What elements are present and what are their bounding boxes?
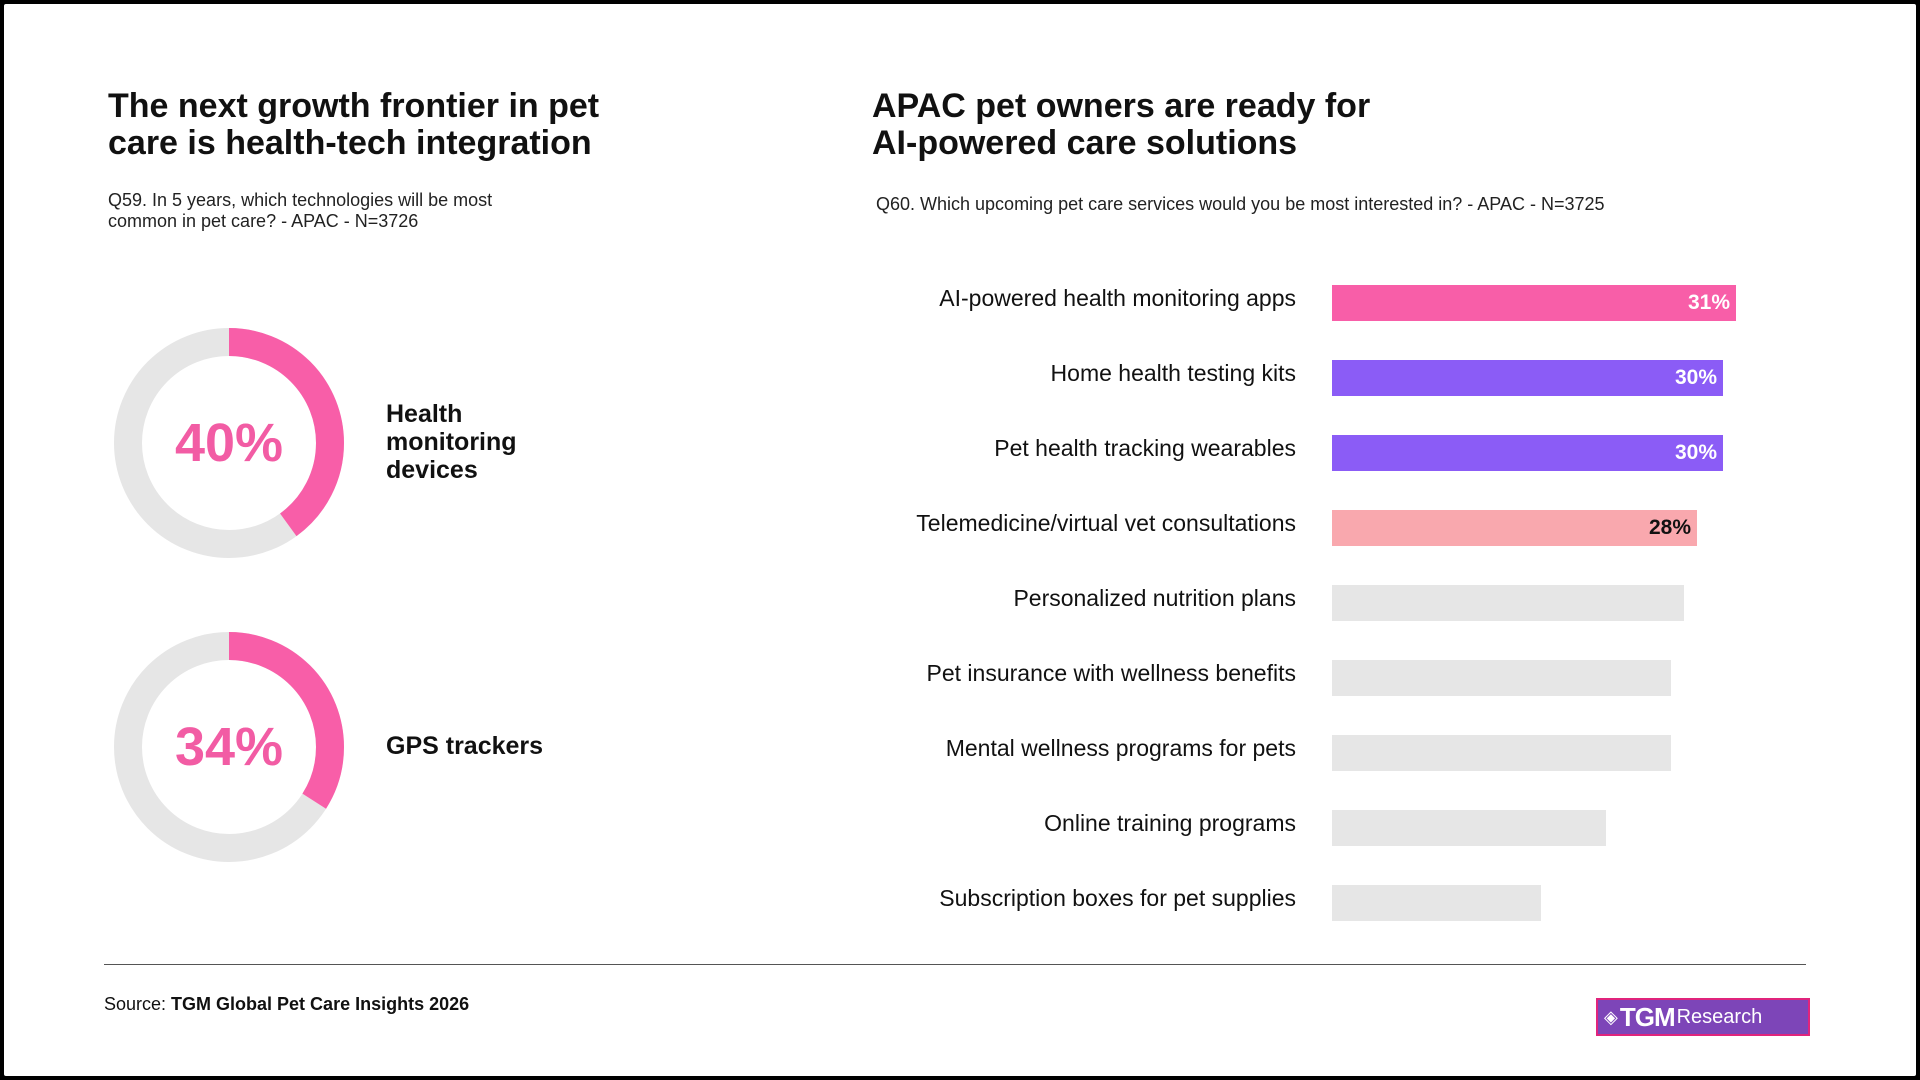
bar-value-label: 28% — [1648, 516, 1691, 539]
bar-category-label: Home health testing kits — [1050, 360, 1296, 386]
left-title: The next growth frontier in pet care is … — [108, 88, 599, 162]
donut-chart-health-monitoring: 40% — [113, 327, 345, 559]
logo-tgm-text: TGM — [1619, 1001, 1676, 1032]
bar-category-label: Online training programs — [1044, 810, 1296, 836]
left-question-line-1: Q59. In 5 years, which technologies will… — [108, 190, 493, 210]
donut-label-line: monitoring — [386, 428, 517, 456]
bar-category-label: Telemedicine/virtual vet consultations — [916, 510, 1296, 536]
bar — [1332, 660, 1671, 696]
donut-arc — [114, 632, 344, 862]
donut-label-line: devices — [386, 456, 478, 484]
donut-category-label: GPS trackers — [386, 732, 586, 760]
left-question: Q59. In 5 years, which technologies will… — [108, 190, 492, 232]
donut-svg — [114, 632, 344, 862]
logo-research-text: Research — [1676, 1005, 1763, 1028]
bar-category-label: Mental wellness programs for pets — [945, 735, 1296, 761]
bar-category-label: Personalized nutrition plans — [1013, 585, 1296, 611]
left-title-line-2: care is health-tech integration — [108, 124, 592, 162]
donut-chart-gps-trackers: 34% — [113, 631, 345, 863]
left-title-line-1: The next growth frontier in pet — [108, 87, 600, 125]
donut-category-label: Health monitoring devices — [386, 400, 586, 484]
bar-category-label: Subscription boxes for pet supplies — [939, 885, 1296, 911]
donut-percent-label: 34% — [174, 717, 284, 777]
tgm-research-logo: ◈ TGM Research — [1596, 998, 1810, 1036]
bar-category-label: Pet insurance with wellness benefits — [926, 660, 1296, 686]
left-question-line-2: common in pet care? - APAC - N=3726 — [108, 211, 419, 231]
bar-value-label: 30% — [1674, 366, 1717, 389]
donut-label-line: GPS trackers — [386, 732, 544, 760]
logo-diamond-icon: ◈ — [1604, 1006, 1618, 1027]
bar: 30% — [1332, 360, 1723, 396]
bar — [1332, 810, 1606, 846]
bar — [1332, 885, 1541, 921]
right-question: Q60. Which upcoming pet care services wo… — [876, 194, 1605, 214]
bar-category-label: Pet health tracking wearables — [994, 435, 1296, 461]
bar: 31% — [1332, 285, 1736, 321]
bar — [1332, 585, 1684, 621]
right-title-line-2: AI-powered care solutions — [872, 124, 1298, 162]
bar-category-label: AI-powered health monitoring apps — [939, 285, 1296, 311]
bar: 28% — [1332, 510, 1697, 546]
donut-label-line: Health — [386, 400, 463, 428]
bar-value-label: 30% — [1674, 441, 1717, 464]
footer-divider — [104, 964, 1806, 965]
source-name: TGM Global Pet Care Insights 2026 — [171, 994, 470, 1014]
source-prefix: Source: — [104, 994, 172, 1014]
donut-percent-label: 40% — [174, 413, 284, 473]
bar: 30% — [1332, 435, 1723, 471]
bar — [1332, 735, 1671, 771]
donut-svg — [114, 328, 344, 558]
right-title-line-1: APAC pet owners are ready for — [872, 87, 1371, 125]
bar-value-label: 31% — [1687, 291, 1730, 314]
right-title: APAC pet owners are ready for AI-powered… — [872, 88, 1370, 162]
source-note: Source: TGM Global Pet Care Insights 202… — [104, 994, 469, 1015]
donut-arc — [114, 328, 344, 558]
